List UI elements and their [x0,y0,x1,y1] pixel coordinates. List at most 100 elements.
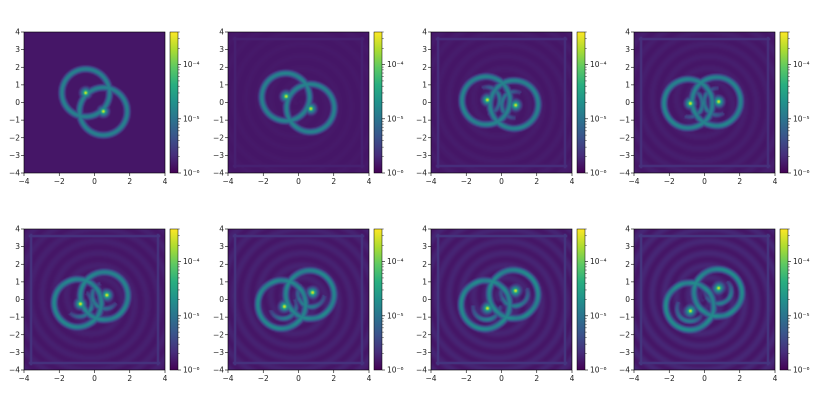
y-tick-label: 4 [625,225,630,234]
colorbar-tick-label: 10⁻⁶ [387,366,404,375]
colorbar-tick-label: 10⁻⁴ [590,60,607,69]
y-tick-label: −2 [9,133,20,142]
y-tick-label: 1 [15,80,20,89]
heatmap-image [634,229,775,370]
x-tick-label: −4 [425,374,436,383]
x-tick-label: 2 [737,177,742,186]
x-tick-label: 0 [499,177,504,186]
colorbar-tick-label: 10⁻⁴ [387,60,404,69]
colorbar-tick-label: 10⁻⁵ [590,114,607,123]
y-tick-label: 3 [219,45,224,54]
colorbar-tick-label: 10⁻⁵ [793,311,810,320]
y-tick-label: 0 [15,98,20,107]
x-tick-label: 2 [534,177,539,186]
x-tick-label: 0 [702,177,707,186]
colorbar [780,229,788,370]
x-tick-label: 4 [367,374,372,383]
colorbar-tick-label: 10⁻⁴ [793,60,810,69]
y-tick-label: −3 [9,151,20,160]
colorbar-tick-label: 10⁻⁶ [590,366,607,375]
y-tick-label: −4 [213,366,224,375]
y-tick-label: 3 [219,242,224,251]
x-tick-label: −4 [18,177,29,186]
y-tick-label: −2 [619,133,630,142]
y-tick-label: 3 [15,45,20,54]
y-tick-label: 0 [625,98,630,107]
y-tick-label: −1 [9,116,20,125]
x-tick-label: 4 [163,374,168,383]
x-tick-label: 0 [499,374,504,383]
x-tick-label: 4 [773,374,778,383]
y-tick-label: −1 [9,313,20,322]
colorbar-tick-label: 10⁻⁴ [590,257,607,266]
heatmap-image [634,32,775,173]
colorbar-tick-label: 10⁻⁶ [793,366,810,375]
colorbar-tick-label: 10⁻⁵ [590,311,607,320]
y-tick-label: −2 [213,133,224,142]
y-tick-label: 0 [15,295,20,304]
y-tick-label: −3 [619,151,630,160]
panel-2: −4 −2 0 2 4 −4 −3 −2 −1 0 1 2 3 4 10⁻⁶ 10⁻⁵ 10⁻⁴ [213,28,404,186]
x-tick-label: −2 [664,177,675,186]
y-tick-label: 1 [219,80,224,89]
y-tick-label: −4 [213,169,224,178]
x-tick-label: 2 [127,177,132,186]
y-tick-label: −4 [416,366,427,375]
y-tick-label: −3 [416,348,427,357]
x-tick-label: −2 [664,374,675,383]
y-tick-label: 4 [15,225,20,234]
panel-5: −4 −2 0 2 4 −4 −3 −2 −1 0 1 2 3 4 10⁻⁶ 10⁻⁵ 10⁻⁴ [9,225,200,383]
y-tick-label: −1 [619,116,630,125]
x-tick-label: 0 [296,177,301,186]
x-tick-label: 0 [92,177,97,186]
y-tick-label: 2 [219,63,224,72]
y-tick-label: −2 [213,330,224,339]
y-tick-label: −3 [619,348,630,357]
y-tick-label: −4 [416,169,427,178]
y-tick-label: 3 [422,45,427,54]
x-tick-label: −2 [258,177,269,186]
colorbar [170,229,178,370]
y-tick-label: 0 [219,295,224,304]
y-tick-label: 1 [625,277,630,286]
heatmap-image [431,229,572,370]
y-tick-label: 2 [422,63,427,72]
x-tick-label: 0 [92,374,97,383]
colorbar-tick-label: 10⁻⁴ [183,60,200,69]
panel-7: −4 −2 0 2 4 −4 −3 −2 −1 0 1 2 3 4 10⁻⁶ 10⁻⁵ 10⁻⁴ [416,225,607,383]
colorbar-tick-label: 10⁻⁶ [590,169,607,178]
colorbar-tick-label: 10⁻⁵ [793,114,810,123]
colorbar-tick-label: 10⁻⁵ [183,114,200,123]
x-tick-label: −4 [628,177,639,186]
y-tick-label: −4 [9,169,20,178]
x-tick-label: 2 [127,374,132,383]
y-tick-label: 2 [625,63,630,72]
y-tick-label: −4 [9,366,20,375]
y-tick-label: 2 [422,260,427,269]
colorbar [780,32,788,173]
x-tick-label: −4 [628,374,639,383]
panel-3: −4 −2 0 2 4 −4 −3 −2 −1 0 1 2 3 4 10⁻⁶ 10⁻⁵ 10⁻⁴ [416,28,607,186]
colorbar-tick-label: 10⁻⁶ [183,169,200,178]
colorbar [577,32,585,173]
y-tick-label: 0 [422,98,427,107]
colorbar [374,229,382,370]
x-tick-label: 4 [163,177,168,186]
x-tick-label: 4 [773,177,778,186]
y-tick-label: 4 [422,225,427,234]
panel-4: −4 −2 0 2 4 −4 −3 −2 −1 0 1 2 3 4 10⁻⁶ 10⁻⁵ 10⁻⁴ [619,28,810,186]
y-tick-label: 1 [219,277,224,286]
heatmap-image [24,32,165,173]
y-tick-label: 3 [625,242,630,251]
colorbar-tick-label: 10⁻⁴ [387,257,404,266]
y-tick-label: −4 [619,169,630,178]
y-tick-label: −1 [619,313,630,322]
heatmap-image [24,229,165,370]
x-tick-label: −2 [54,177,65,186]
x-tick-label: −2 [461,374,472,383]
y-tick-label: 3 [15,242,20,251]
heatmap-image [431,32,572,173]
y-tick-label: 2 [219,260,224,269]
y-tick-label: 0 [219,98,224,107]
